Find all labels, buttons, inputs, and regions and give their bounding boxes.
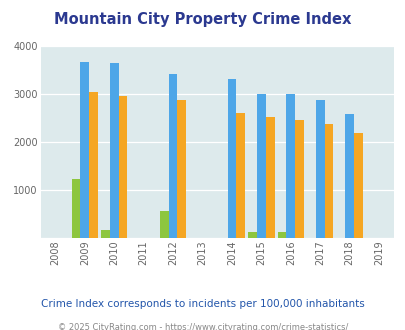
Bar <box>80 62 89 238</box>
Bar <box>160 211 168 238</box>
Bar <box>265 117 274 238</box>
Bar <box>294 120 303 238</box>
Bar <box>353 133 362 238</box>
Bar <box>71 179 80 238</box>
Text: Mountain City Property Crime Index: Mountain City Property Crime Index <box>54 12 351 26</box>
Bar <box>247 232 256 238</box>
Bar <box>256 94 265 238</box>
Bar <box>315 100 324 238</box>
Text: Crime Index corresponds to incidents per 100,000 inhabitants: Crime Index corresponds to incidents per… <box>41 299 364 309</box>
Bar <box>236 113 245 238</box>
Text: © 2025 CityRating.com - https://www.cityrating.com/crime-statistics/: © 2025 CityRating.com - https://www.city… <box>58 323 347 330</box>
Bar <box>286 94 294 238</box>
Bar <box>277 232 286 238</box>
Bar <box>324 124 333 238</box>
Bar <box>89 92 98 238</box>
Bar <box>227 79 236 238</box>
Bar <box>344 114 353 238</box>
Bar <box>109 63 118 238</box>
Bar <box>168 74 177 238</box>
Bar <box>177 100 186 238</box>
Bar <box>101 230 109 238</box>
Bar <box>118 96 127 238</box>
